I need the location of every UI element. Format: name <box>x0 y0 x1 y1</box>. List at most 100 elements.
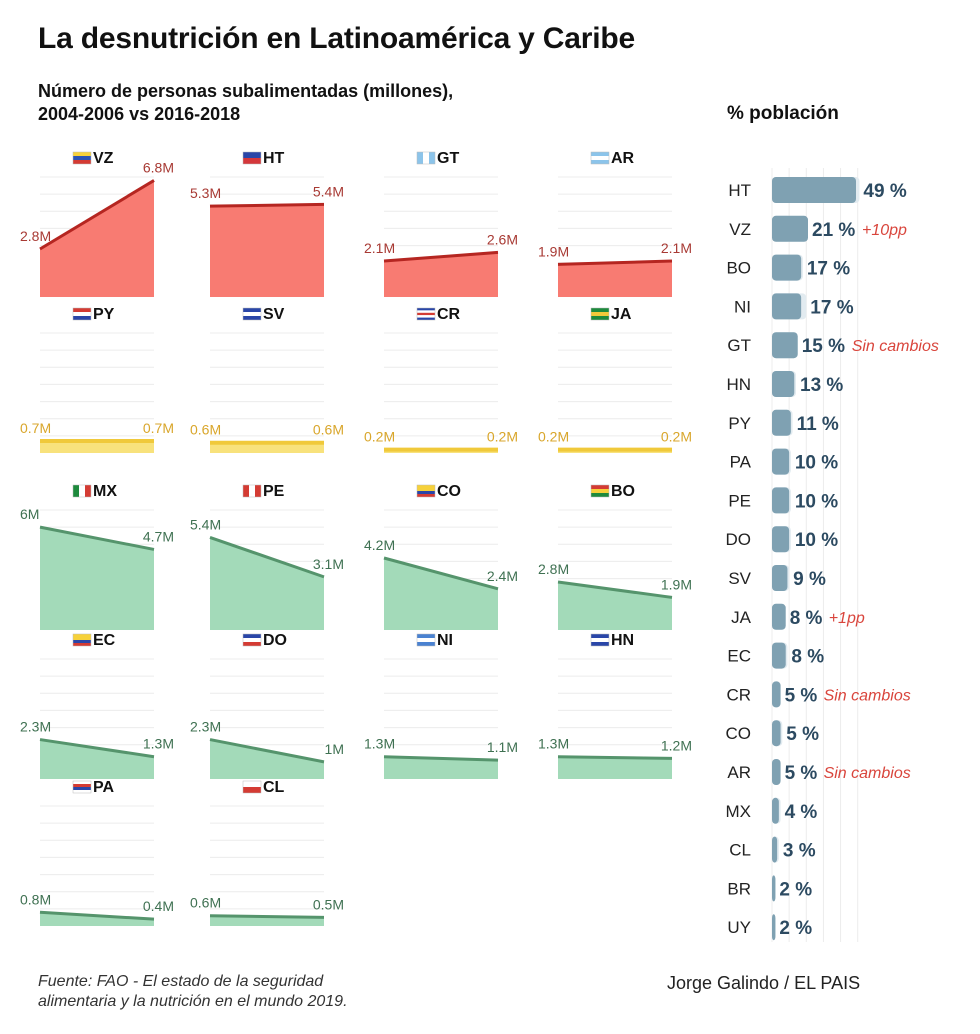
flag-stripe <box>243 638 261 642</box>
flag-stripe <box>591 634 609 638</box>
flag-stripe <box>243 316 261 320</box>
bar-gt <box>772 332 798 359</box>
flag-stripe <box>243 308 261 312</box>
panel-ni: 1.3M 1.1M NI <box>364 632 518 779</box>
panel-title-ja: JA <box>611 306 632 323</box>
bar-value-cl: 3 % <box>783 841 816 862</box>
line-ni <box>383 755 499 762</box>
bar-bo <box>772 254 802 281</box>
flag-icon <box>416 151 436 165</box>
panel-title-bo: BO <box>611 483 635 500</box>
flag-stripe <box>591 156 609 160</box>
label-end-sv: 0.6M <box>313 422 344 438</box>
flag-stripe <box>73 640 91 643</box>
bar-category-bo: BO <box>726 259 751 278</box>
bar-value-cr: 5 % <box>785 685 818 706</box>
line-hn <box>557 755 673 760</box>
panel-title-ni: NI <box>437 632 453 649</box>
flag-stripe <box>73 152 91 156</box>
label-start-ec: 2.3M <box>20 719 51 735</box>
line-gt <box>383 250 499 263</box>
label-start-cl: 0.6M <box>190 895 221 911</box>
flag-stripe <box>73 316 91 320</box>
panel-title-gt: GT <box>437 150 459 167</box>
panel-ht: 5.3M 5.4M HT <box>190 150 344 297</box>
flag-icon <box>590 484 610 498</box>
label-end-hn: 1.2M <box>661 737 692 753</box>
flag-stripe <box>417 485 435 488</box>
bar-category-ni: NI <box>734 297 751 316</box>
line-pa <box>39 910 155 921</box>
bar-chart-title: % población <box>727 103 839 124</box>
bar-cl <box>772 836 778 863</box>
flag-border <box>590 633 610 647</box>
flag-stripe <box>423 152 429 164</box>
area-vz <box>40 180 154 297</box>
bar-uy <box>772 914 776 941</box>
bar-value-gt: 15 % <box>802 336 845 357</box>
flag-stripe <box>243 158 261 164</box>
flag-border <box>72 484 92 498</box>
bar-value-sv: 9 % <box>793 569 826 590</box>
flag-border <box>72 151 92 165</box>
flag-stripe <box>591 493 609 497</box>
flag-stripe <box>73 790 91 793</box>
bar-category-do: DO <box>726 530 752 549</box>
bar-value-vz: 21 % <box>812 220 855 241</box>
bar-annotation-cr: Sin cambios <box>824 687 911 704</box>
bar-value-co: 5 % <box>786 724 819 745</box>
panel-title-ht: HT <box>263 150 285 167</box>
label-end-co: 2.4M <box>487 568 518 584</box>
bar-pe <box>772 487 790 514</box>
area-ht <box>210 204 324 297</box>
flag-stripe <box>73 156 91 160</box>
flag-border <box>72 307 92 321</box>
panel-sv: 0.6M 0.6M SV <box>190 306 344 453</box>
flag-border <box>416 307 436 321</box>
bar-category-ja: JA <box>731 608 752 627</box>
bar-category-cl: CL <box>729 841 751 860</box>
panel-do: 2.3M 1M DO <box>190 632 344 779</box>
flag-icon <box>242 484 262 498</box>
line-mx <box>39 525 155 551</box>
flag-stripe <box>73 160 91 164</box>
bar-ec <box>772 642 786 669</box>
label-end-cl: 0.5M <box>313 896 344 912</box>
line-cl <box>209 914 325 919</box>
flag-stripe <box>73 787 91 790</box>
bar-annotation-ja: +1pp <box>829 610 865 627</box>
label-start-ja: 0.2M <box>538 429 569 445</box>
flag-stripe <box>591 160 609 164</box>
flag-icon <box>590 307 610 321</box>
panel-ar: 1.9M 2.1M AR <box>538 150 692 297</box>
flag-stripe <box>73 308 91 312</box>
bar-value-br: 2 % <box>779 879 812 900</box>
area-ec <box>40 739 154 779</box>
flag-icon <box>72 484 92 498</box>
label-end-ec: 1.3M <box>143 736 174 752</box>
line-vz <box>39 179 155 251</box>
flag-stripe <box>591 308 609 312</box>
flag-border <box>590 307 610 321</box>
flag-icon <box>72 780 92 794</box>
panel-title-pa: PA <box>93 779 114 796</box>
panel-title-sv: SV <box>263 306 285 323</box>
line-ar <box>557 259 673 266</box>
flag-stripe <box>417 315 435 318</box>
bar-annotation-vz: +10pp <box>862 222 907 239</box>
flag-stripe <box>417 308 435 311</box>
bar-category-co: CO <box>726 724 752 743</box>
bar-category-ec: EC <box>727 647 751 666</box>
flag-stripe <box>417 634 435 638</box>
panel-gt: 2.1M 2.6M GT <box>364 150 518 297</box>
line-do <box>209 738 325 764</box>
label-start-pa: 0.8M <box>20 891 51 907</box>
area-ni <box>384 756 498 779</box>
source-line-2: alimentaria y la nutrición en el mundo 2… <box>38 993 348 1010</box>
panel-cr: 0.2M 0.2M CR <box>364 306 518 453</box>
flag-border <box>416 633 436 647</box>
bar-category-mx: MX <box>726 802 752 821</box>
panel-cl: 0.6M 0.5M CL <box>190 779 344 926</box>
label-start-mx: 6M <box>20 506 39 522</box>
panel-title-cl: CL <box>263 779 285 796</box>
